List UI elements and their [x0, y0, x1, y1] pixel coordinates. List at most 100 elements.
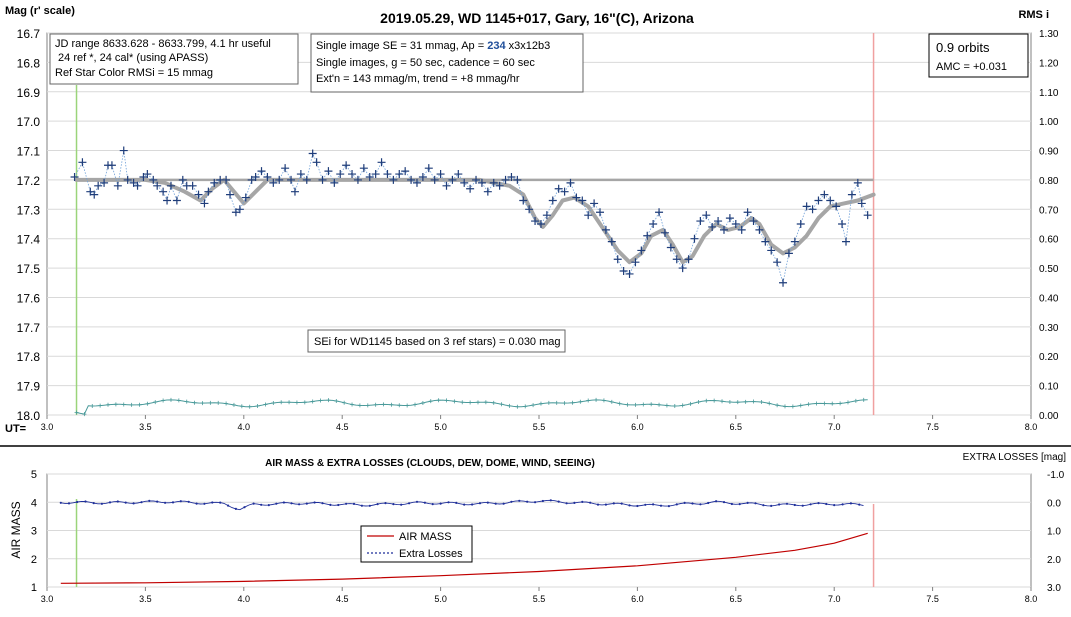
top-x-tick-label: 8.0	[1025, 422, 1038, 432]
top-observed-point	[477, 178, 486, 187]
top-rms-point	[420, 400, 425, 405]
bottom-extra-losses-point	[604, 503, 608, 506]
top-rms-point	[798, 403, 803, 408]
top-rms-point	[499, 402, 504, 407]
bottom-extra-losses-point	[478, 502, 482, 505]
top-rms-point	[334, 399, 339, 404]
top-rms-point	[200, 401, 205, 406]
bottom-extra-losses-point	[675, 503, 678, 506]
top-observed-point	[188, 181, 197, 190]
top-rms-point	[822, 401, 827, 406]
top-ylabel: Mag (r' scale)	[5, 5, 75, 17]
top-rms-point	[475, 400, 480, 405]
top-rms-point	[735, 400, 740, 405]
bottom-y2-tick-label: 2.0	[1047, 555, 1061, 566]
top-observed-point	[149, 175, 158, 184]
top-rms-point	[562, 401, 567, 406]
top-rms-point	[208, 400, 213, 405]
top-y2-tick-label: 0.70	[1039, 205, 1059, 216]
top-y2-tick-label: 0.20	[1039, 352, 1059, 363]
top-observed-point	[637, 246, 646, 255]
bottom-extra-losses-point	[471, 503, 474, 506]
bottom-extra-losses-point	[84, 500, 87, 503]
top-observed-point	[513, 175, 522, 184]
bottom-extra-losses-point	[439, 502, 442, 505]
annotation-amc: AMC = +0.031	[936, 61, 1007, 73]
top-observed-point	[784, 249, 793, 258]
top-observed-point	[159, 187, 168, 196]
annotation-orbits: 0.9 orbits	[936, 40, 990, 55]
top-y2-tick-label: 1.30	[1039, 29, 1059, 40]
top-x-tick-label: 4.0	[238, 422, 251, 432]
top-observed-point	[554, 184, 563, 193]
bottom-extra-losses-point	[360, 504, 363, 507]
bottom-extra-losses-point	[423, 501, 426, 504]
top-y2-tick-label: 0.00	[1039, 411, 1059, 422]
top-observed-point	[330, 178, 339, 187]
annotation-ext-line: Ext'n = 143 mmag/m, trend = +8 mmag/hr	[316, 73, 520, 85]
bottom-extra-losses-point	[722, 501, 726, 504]
bottom-extra-losses-point	[376, 503, 379, 506]
top-observed-point	[501, 175, 510, 184]
top-rms-point	[326, 398, 331, 403]
top-rms-point	[633, 402, 638, 407]
bottom-extra-losses-point	[400, 503, 403, 506]
top-observed-point	[348, 170, 357, 179]
top-rms-point	[452, 399, 457, 404]
bottom-extra-losses-point	[92, 502, 95, 505]
top-observed-point	[472, 175, 481, 184]
annotation-box-orbits: 0.9 orbits AMC = +0.031	[928, 33, 1029, 78]
annotation-cadence-line: Single images, g = 50 sec, cadence = 60 …	[316, 57, 535, 69]
bottom-extra-losses-point	[589, 501, 592, 504]
top-rms-point	[783, 404, 787, 409]
top-rms-point	[216, 400, 221, 405]
top-rms-point	[460, 400, 465, 405]
bottom-extra-losses-point	[762, 504, 765, 507]
top-observed-point	[466, 184, 475, 193]
bottom-extra-losses-point	[321, 502, 324, 505]
top-observed-point	[395, 170, 404, 179]
bottom-extra-losses-point	[67, 502, 71, 505]
top-observed-point	[153, 181, 162, 190]
top-observed-point	[814, 196, 823, 205]
top-rms-point	[436, 398, 441, 403]
bottom-extra-losses-point	[699, 503, 702, 506]
top-observed-point	[100, 178, 109, 187]
top-observed-point	[143, 170, 152, 179]
top-y-tick-label: 17.9	[17, 380, 41, 394]
top-rms-point	[279, 400, 284, 405]
top-x-tick-label: 6.0	[631, 422, 644, 432]
top-observed-point	[257, 167, 266, 176]
top-observed-point	[613, 255, 622, 264]
top-y2-tick-label: 1.00	[1039, 117, 1059, 128]
top-observed-point	[263, 172, 272, 181]
top-title: 2019.05.29, WD 1145+017, Gary, 16"(C), A…	[380, 10, 694, 26]
top-observed-point	[342, 161, 351, 170]
top-y-tick-label: 17.3	[17, 203, 41, 217]
top-observed-point	[519, 196, 528, 205]
bottom-extra-losses-point	[715, 500, 718, 503]
top-observed-point	[690, 234, 699, 243]
bottom-extra-losses-point	[282, 501, 285, 504]
top-observed-point	[302, 175, 311, 184]
top-rms-point	[90, 403, 95, 408]
bottom-extra-losses-point	[518, 499, 521, 502]
top-observed-point	[287, 175, 296, 184]
top-observed-point	[483, 187, 492, 196]
bottom-extra-losses-point	[156, 500, 159, 503]
top-observed-point	[672, 255, 681, 264]
top-rms-point	[617, 401, 622, 406]
top-rms-point	[310, 399, 315, 404]
top-y-tick-label: 17.6	[17, 291, 41, 305]
top-rms-point	[491, 400, 496, 405]
bottom-extra-losses-point	[841, 503, 844, 506]
top-observed-point	[290, 187, 299, 196]
top-rms-point	[649, 402, 654, 407]
top-observed-point	[696, 217, 705, 226]
top-observed-point	[119, 146, 128, 155]
top-rms-point	[184, 399, 189, 404]
bottom-x-tick-label: 4.0	[238, 594, 251, 604]
top-observed-point	[655, 208, 664, 217]
bottom-extra-losses-point	[431, 503, 434, 506]
bottom-extra-losses-point	[486, 501, 489, 504]
